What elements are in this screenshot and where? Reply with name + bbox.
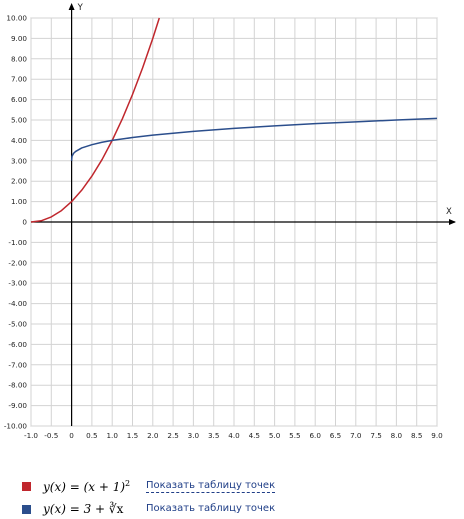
y-tick-label: 4.00	[11, 136, 27, 145]
formula-parabola: y(x) = (x + 1)2	[43, 478, 131, 494]
y-tick-label: 8.00	[11, 54, 27, 63]
series-color-swatch	[22, 481, 31, 491]
y-tick-label: 3.00	[11, 156, 27, 165]
x-tick-label: 5.5	[289, 431, 300, 440]
legend-row-cuberoot: y(x) = 3 + ∛x Показать таблицу точек	[22, 499, 275, 519]
x-tick-label: 1.0	[106, 431, 118, 440]
legend-row-parabola: y(x) = (x + 1)2 Показать таблицу точек	[22, 476, 276, 496]
series-color-swatch	[22, 504, 31, 514]
x-tick-label: -1.0	[24, 431, 38, 440]
y-tick-label: -9.00	[8, 401, 27, 410]
y-tick-label: -5.00	[8, 320, 27, 329]
legend: y(x) = (x + 1)2 Показать таблицу точек y…	[0, 470, 464, 516]
y-tick-label: 7.00	[11, 75, 27, 84]
x-tick-label: 1.5	[127, 431, 138, 440]
y-tick-label: -10.00	[4, 422, 28, 431]
show-points-table-link[interactable]: Показать таблицу точек	[146, 503, 276, 514]
x-tick-label: 2.5	[167, 431, 178, 440]
x-tick-label: 7.5	[370, 431, 381, 440]
x-tick-label: 3.5	[208, 431, 219, 440]
x-tick-label: 8.0	[391, 431, 403, 440]
x-tick-label: 6.0	[309, 431, 321, 440]
y-tick-label: 10.00	[6, 14, 27, 23]
x-tick-label: 0.5	[86, 431, 97, 440]
x-tick-label: 2.0	[147, 431, 159, 440]
series-line-cuberoot	[70, 117, 438, 161]
x-tick-label: 7.0	[350, 431, 362, 440]
x-tick-label: 4.0	[228, 431, 240, 440]
y-tick-label: -1.00	[8, 238, 27, 247]
y-tick-label: 1.00	[11, 197, 27, 206]
x-tick-label: 0	[69, 431, 74, 440]
y-tick-label: 6.00	[11, 95, 27, 104]
x-tick-label: 3.0	[188, 431, 200, 440]
y-tick-label: -2.00	[8, 258, 27, 267]
y-axis-arrow	[68, 3, 75, 10]
y-tick-label: -3.00	[8, 279, 27, 288]
chart-svg: X Y -1.0 -0.5 0 0.5 1.0 1.5 2.0 2.5 3.0 3.5 4.0 4.5 5.…	[4, 3, 456, 440]
y-tick-label: -7.00	[8, 360, 27, 369]
x-tick-label: 6.5	[330, 431, 341, 440]
y-tick-label: -8.00	[8, 381, 27, 390]
x-tick-label: 8.5	[411, 431, 422, 440]
y-axis-label: Y	[77, 3, 84, 13]
y-tick-label: 5.00	[11, 116, 27, 125]
y-tick-label: -6.00	[8, 340, 27, 349]
formula-cuberoot: y(x) = 3 + ∛x	[43, 502, 124, 516]
y-tick-label: -4.00	[8, 299, 27, 308]
x-axis-label: X	[446, 207, 452, 217]
y-tick-label: 9.00	[11, 34, 27, 43]
x-tick-label: 5.0	[269, 431, 281, 440]
x-axis-arrow	[449, 219, 456, 225]
show-points-table-link[interactable]: Показать таблицу точек	[146, 479, 276, 493]
x-tick-label: 9.0	[431, 431, 443, 440]
y-tick-label: 0	[22, 218, 27, 227]
series-line-parabola	[30, 17, 161, 223]
x-tick-label: 4.5	[249, 431, 260, 440]
x-tick-label: -0.5	[44, 431, 58, 440]
function-plot: X Y -1.0 -0.5 0 0.5 1.0 1.5 2.0 2.5 3.0 3.5 4.0 4.5 5.…	[4, 3, 456, 440]
y-tick-label: 2.00	[11, 177, 27, 186]
